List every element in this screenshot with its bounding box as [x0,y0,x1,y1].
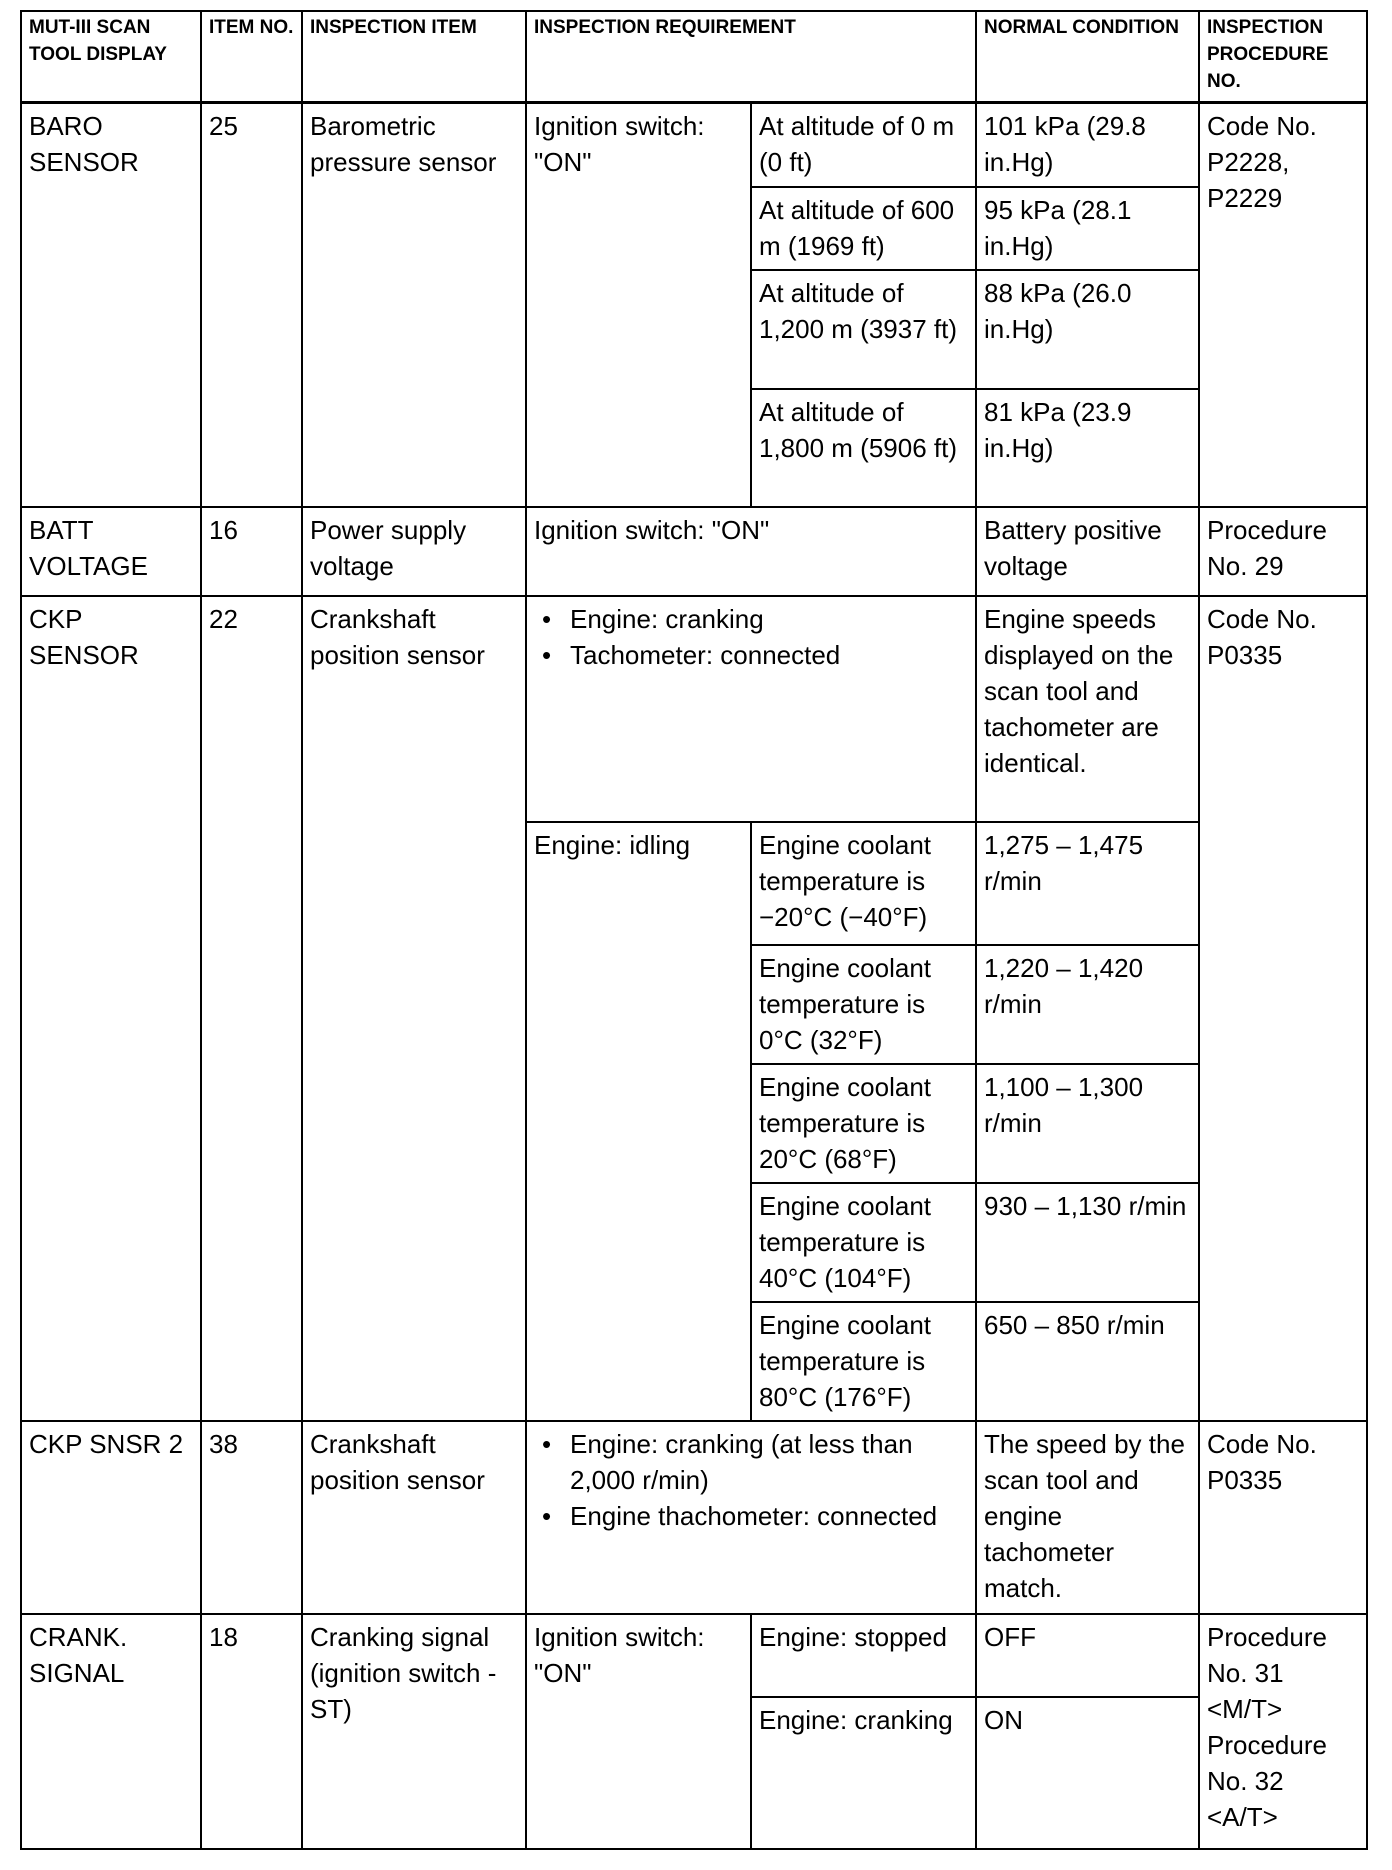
procedure-no: Code No. P0335 [1198,1420,1368,1615]
requirement-bullet: Engine thachometer: connected [542,1498,968,1534]
header-inspection-requirement: INSPECTION REQUIREMENT [525,10,977,103]
requirement-bullet: Engine: cranking (at less than 2,000 r/m… [542,1426,968,1498]
condition: At altitude of 0 m (0 ft) [750,101,977,188]
condition: Engine: cranking [750,1696,977,1850]
normal-condition: 95 kPa (28.1 in.Hg) [975,186,1200,271]
table-row: BATT VOLTAGE 16 Power supply voltage Ign… [20,506,1368,597]
inspection-item: Barometric pressure sensor [301,101,527,508]
normal-condition: 101 kPa (29.8 in.Hg) [975,101,1200,188]
table-row: CKP SNSR 2 38 Crankshaft position sensor… [20,1420,1368,1615]
table-row: At altitude of 1,800 m (5906 ft) 81 kPa … [21,388,1367,508]
table-row: BARO SENSOR 25 Barometric pressure senso… [20,101,1368,508]
table-row: CRANK. SIGNAL 18 Cranking signal (igniti… [20,1613,1368,1850]
normal-condition: Engine speeds displayed on the scan tool… [975,595,1200,823]
requirement: Engine: idling [525,821,752,1422]
item-no: 25 [200,101,303,508]
normal-condition: The speed by the scan tool and engine ta… [975,1420,1200,1615]
requirement-list: Engine: cranking (at less than 2,000 r/m… [534,1426,968,1534]
table-row: Engine: idling Engine coolant temperatur… [21,821,1367,1422]
requirement: Engine: cranking (at less than 2,000 r/m… [525,1420,977,1615]
table-row: At altitude of 600 m (1969 ft) 95 kPa (2… [21,186,1367,271]
normal-condition: 930 – 1,130 r/min [975,1182,1200,1303]
table-row: Engine: cranking ON [21,1696,1367,1850]
condition: Engine: stopped [750,1613,977,1698]
normal-condition: ON [975,1696,1200,1850]
inspection-item: Crankshaft position sensor [301,595,527,1422]
normal-condition: 1,275 – 1,475 r/min [975,821,1200,946]
requirement-bullet: Engine: cranking [542,601,968,637]
condition: At altitude of 600 m (1969 ft) [750,186,977,271]
scan-tool-display: CKP SNSR 2 [20,1420,202,1615]
normal-condition: Battery positive voltage [975,506,1200,597]
procedure-no: Procedure No. 29 [1198,506,1368,597]
header-normal-condition: NORMAL CONDITION [975,10,1200,103]
inspection-item: Power supply voltage [301,506,527,597]
table-row: Engine coolant temperature is 40°C (104°… [21,1182,1367,1303]
scan-tool-display: BATT VOLTAGE [20,506,202,597]
scan-tool-display: CRANK. SIGNAL [20,1613,202,1850]
procedure-no: Procedure No. 31 <M/T> Procedure No. 32 … [1198,1613,1368,1850]
condition: Engine coolant temperature is 80°C (176°… [750,1301,977,1422]
requirement: Ignition switch: "ON" [525,1613,752,1850]
normal-condition: 88 kPa (26.0 in.Hg) [975,269,1200,390]
condition: At altitude of 1,200 m (3937 ft) [750,269,977,390]
header-item-no: ITEM NO. [200,10,303,103]
normal-condition: OFF [975,1613,1200,1698]
procedure-no: Code No. P2228, P2229 [1198,101,1368,508]
requirement: Engine: cranking Tachometer: connected [525,595,977,823]
inspection-table: MUT-III SCAN TOOL DISPLAY ITEM NO. INSPE… [20,10,1368,1850]
inspection-item: Cranking signal (ignition switch - ST) [301,1613,527,1850]
condition: Engine coolant temperature is 0°C (32°F) [750,944,977,1065]
requirement-bullet: Tachometer: connected [542,637,968,673]
table-row: CKP SENSOR 22 Crankshaft position sensor… [20,595,1368,1422]
inspection-item: Crankshaft position sensor [301,1420,527,1615]
normal-condition: 81 kPa (23.9 in.Hg) [975,388,1200,508]
item-no: 38 [200,1420,303,1615]
item-no: 22 [200,595,303,1422]
procedure-no: Code No. P0335 [1198,595,1368,1422]
header-inspection-item: INSPECTION ITEM [301,10,527,103]
normal-condition: 1,100 – 1,300 r/min [975,1063,1200,1184]
scan-tool-display: CKP SENSOR [20,595,202,1422]
scan-tool-display: BARO SENSOR [20,101,202,508]
table-row: Engine coolant temperature is 20°C (68°F… [21,1063,1367,1184]
table-row: At altitude of 1,200 m (3937 ft) 88 kPa … [21,269,1367,390]
item-no: 18 [200,1613,303,1850]
table-row: Engine coolant temperature is 0°C (32°F)… [21,944,1367,1065]
condition: Engine coolant temperature is 40°C (104°… [750,1182,977,1303]
normal-condition: 650 – 850 r/min [975,1301,1200,1422]
header-row: MUT-III SCAN TOOL DISPLAY ITEM NO. INSPE… [20,10,1368,103]
header-procedure-no: INSPECTION PROCEDURE NO. [1198,10,1368,103]
requirement: Ignition switch: "ON" [525,506,977,597]
normal-condition: 1,220 – 1,420 r/min [975,944,1200,1065]
condition: At altitude of 1,800 m (5906 ft) [750,388,977,508]
item-no: 16 [200,506,303,597]
condition: Engine coolant temperature is 20°C (68°F… [750,1063,977,1184]
table-row: Engine coolant temperature is 80°C (176°… [21,1301,1367,1422]
condition: Engine coolant temperature is −20°C (−40… [750,821,977,946]
requirement: Ignition switch: "ON" [525,101,752,508]
header-scan-tool-display: MUT-III SCAN TOOL DISPLAY [20,10,202,103]
requirement-list: Engine: cranking Tachometer: connected [534,601,968,673]
